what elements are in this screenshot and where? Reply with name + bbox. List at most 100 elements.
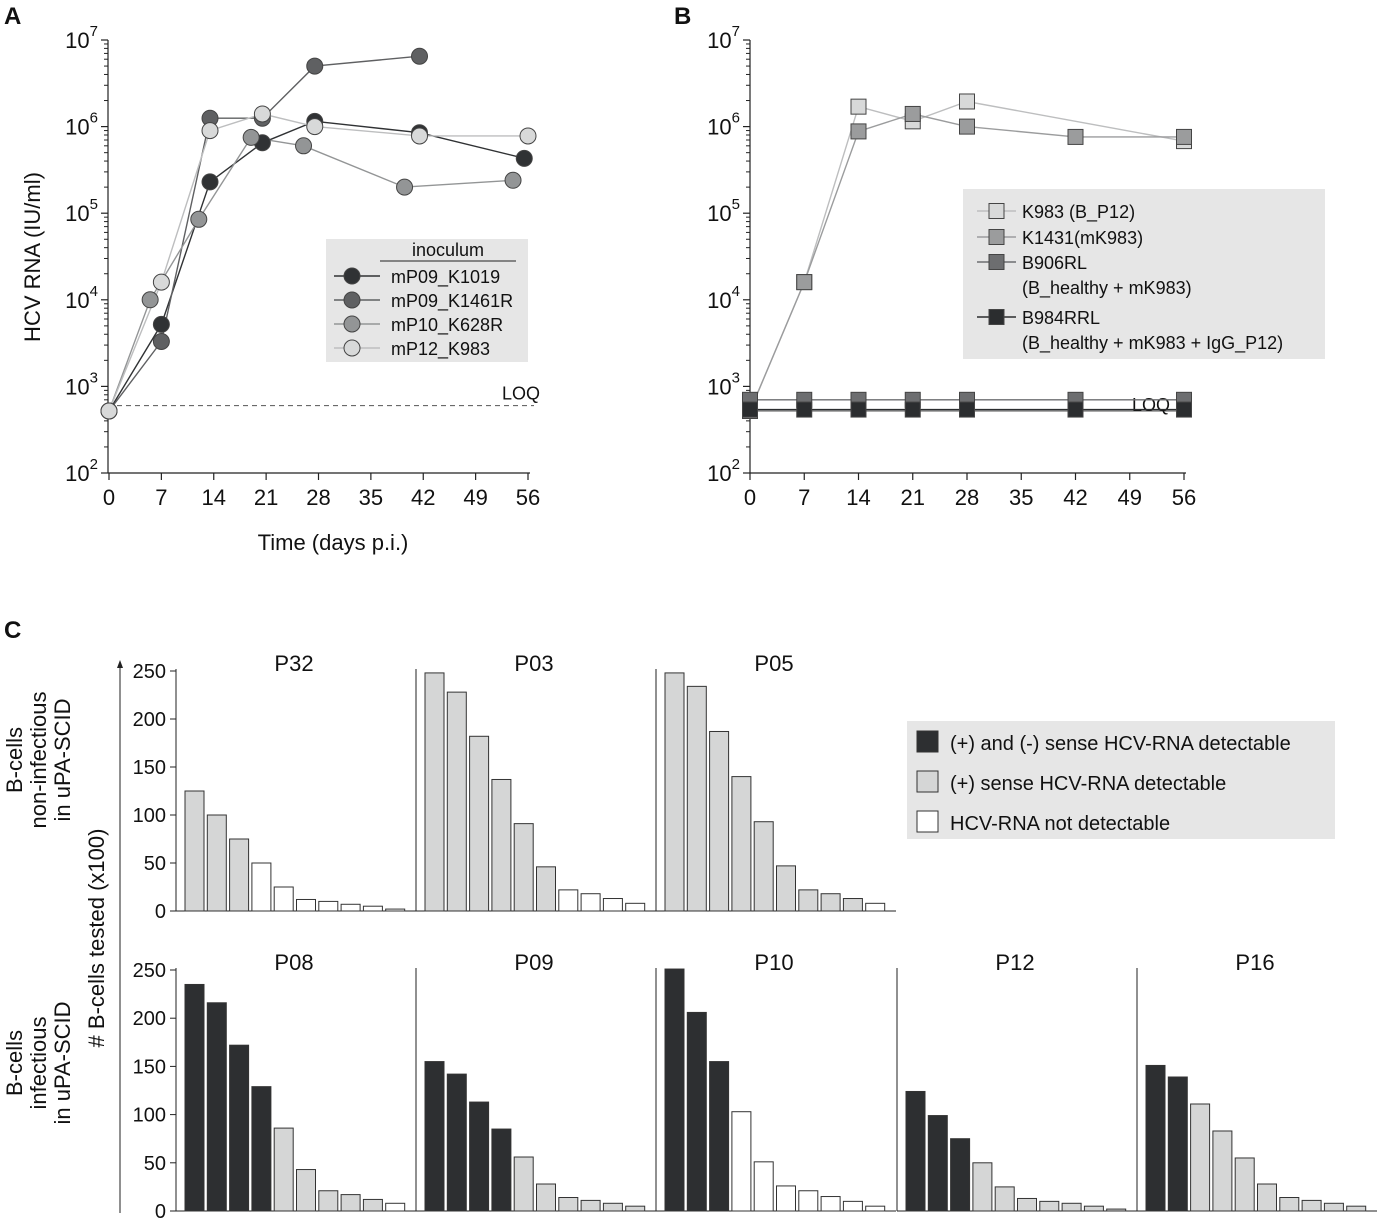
panel-c-P12-title: P12 [995, 950, 1034, 975]
panel-c-P08-bar-6 [318, 1190, 339, 1212]
panel-c-y-axis-title: # B-cells tested (x100) [84, 829, 109, 1048]
B-y-tick-label: 105 [707, 196, 740, 226]
B-series-1-point [796, 274, 813, 291]
panel-c-row-0-y-tick-label: 250 [133, 661, 166, 683]
panel-c-P10-bar-5 [776, 1185, 796, 1212]
panel-a-legend-label-3: mP12_K983 [391, 339, 490, 360]
panel-c-row-0-y-tick-label: 50 [144, 853, 166, 875]
B-x-tick-label: 21 [901, 485, 925, 510]
panel-c-P08-bar-2 [229, 1044, 250, 1212]
A-series-1-point [152, 332, 170, 350]
panel-c-row-label-1-l2: infectious [26, 1017, 51, 1110]
panel-c-P16-bar-2 [1190, 1103, 1211, 1212]
A-series-0-point [201, 173, 219, 191]
panel-c-row-0-y-tick-label: 150 [133, 757, 166, 779]
panel-c-P09-bar-2 [469, 1101, 490, 1212]
panel-a-legend: inoculum mP09_K1019 mP09_K1461R mP10_K628R… [326, 239, 528, 362]
panel-c-P12-bar-1 [927, 1115, 948, 1212]
A-y-tick-label: 107 [65, 23, 98, 53]
panel-c-P12-bar-4 [994, 1186, 1015, 1212]
panel-c-P05-bar-9 [865, 902, 886, 912]
panel-c-P05-bar-2 [709, 730, 730, 912]
panel-c-P32-bar-5 [296, 898, 316, 912]
B-series-1-point [959, 118, 975, 135]
panel-c-P09-bar-6 [558, 1197, 579, 1212]
panel-c-row-label-0-l1: B-cells [2, 727, 27, 793]
panel-c-legend-swatch-none [916, 810, 939, 833]
B-y-tick-label: 106 [707, 110, 740, 140]
panel-c-row-label-1-l3: in uPA-SCID [50, 1001, 75, 1124]
panel-c-P08-bar-4 [273, 1127, 294, 1212]
B-series-3-point [850, 401, 867, 418]
A-series-0-point [515, 149, 533, 167]
panel-c-P05-bar-1 [686, 685, 707, 912]
A-x-tick-label: 0 [103, 485, 115, 510]
A-x-tick-label: 35 [359, 485, 383, 510]
panel-c-P10-bar-6 [798, 1190, 819, 1212]
panel-c-y-axis-arrow [117, 660, 123, 668]
panel-c-P05-bar-4 [753, 821, 774, 912]
B-y-tick-label: 103 [707, 369, 740, 399]
panel-c-P03-bar-3 [491, 778, 512, 912]
panel-c-P05-bar-0 [664, 672, 685, 912]
A-series-3-point [201, 122, 219, 140]
panel-c-P10-bar-4 [753, 1161, 774, 1212]
panel-c-legend: (+) and (-) sense HCV-RNA detectable (+) … [907, 721, 1335, 839]
panel-c-row-0-y-tick-label: 200 [133, 709, 166, 731]
B-series-0-point [850, 98, 867, 115]
panel-c-row-1-y-tick-label: 100 [133, 1105, 166, 1127]
panel-c-P05-bar-7 [820, 893, 841, 912]
panel-b-legend-label-3: B984RRL [1022, 308, 1100, 328]
B-y-tick-label: 104 [707, 283, 740, 313]
B-y-tick-exponent: 4 [732, 283, 740, 300]
A-y-tick-label: 104 [65, 283, 98, 313]
A-y-tick-exponent: 4 [90, 283, 98, 300]
panel-b-legend-marker-0 [988, 203, 1005, 219]
panel-b-legend: K983 (B_P12) K1431(mK983) B906RL (B_healthy… [963, 189, 1325, 359]
panel-c-P03-bar-7 [580, 893, 601, 912]
panel-b-legend-label-1: K1431(mK983) [1022, 228, 1143, 248]
panel-c-P10-bar-2 [709, 1061, 730, 1212]
panel-c-P32-bar-8 [362, 905, 383, 912]
panel-c-row-1-y-tick-label: 150 [133, 1056, 166, 1078]
panel-c-P10-title: P10 [754, 950, 793, 975]
panel-c-P09-bar-1 [446, 1073, 467, 1212]
panel-c-P32-bar-7 [340, 903, 361, 912]
panel-c-P12-bar-8 [1083, 1205, 1104, 1212]
panel-c-P12-bar-7 [1061, 1202, 1082, 1212]
panel-c-P08-bar-5 [296, 1169, 316, 1212]
panel-c-P32-bar-0 [184, 790, 205, 912]
panel-c-P10-bar-7 [820, 1196, 841, 1212]
panel-c-legend-label-none: HCV-RNA not detectable [950, 813, 1170, 835]
panel-c-P32-bar-9 [385, 908, 406, 912]
panel-c-P05-bar-8 [842, 898, 863, 912]
panel-c-P09-bar-0 [424, 1061, 445, 1212]
A-series-0-point [152, 315, 170, 333]
A-y-tick-exponent: 6 [90, 110, 98, 127]
panel-c-bars [184, 672, 1367, 1212]
panel-c-P08-bar-1 [206, 1002, 227, 1212]
A-y-tick-exponent: 7 [90, 23, 98, 40]
B-series-3-point [959, 401, 975, 418]
panel-c-P12-bar-2 [950, 1138, 971, 1212]
panel-c-row-1-y-tick-label: 0 [155, 1201, 166, 1218]
A-y-tick-exponent: 3 [90, 369, 98, 386]
panel-c-P09-title: P09 [514, 950, 553, 975]
panel-c-row-0-y-tick-label: 0 [155, 901, 166, 923]
panel-c-P05-title: P05 [754, 651, 793, 676]
panel-a-legend-label-2: mP10_K628R [391, 315, 503, 336]
A-y-tick-label: 105 [65, 196, 98, 226]
panel-c-row-1-y-tick-label: 250 [133, 960, 166, 982]
A-y-tick-label: 103 [65, 369, 98, 399]
panel-c-P12-bar-9 [1106, 1208, 1127, 1212]
A-series-2-point [190, 210, 208, 228]
A-series-2-point [141, 291, 159, 309]
panel-a-legend-marker-0 [343, 267, 361, 285]
panel-c-P32-title: P32 [274, 651, 313, 676]
panel-c-P16-bar-7 [1301, 1199, 1322, 1212]
panel-c-P03-title: P03 [514, 651, 553, 676]
panel-c-legend-swatch-both [916, 730, 939, 753]
panel-c-P16-title: P16 [1235, 950, 1274, 975]
panel-c-P08-bar-7 [340, 1194, 361, 1212]
panel-a-legend-title: inoculum [412, 240, 484, 260]
